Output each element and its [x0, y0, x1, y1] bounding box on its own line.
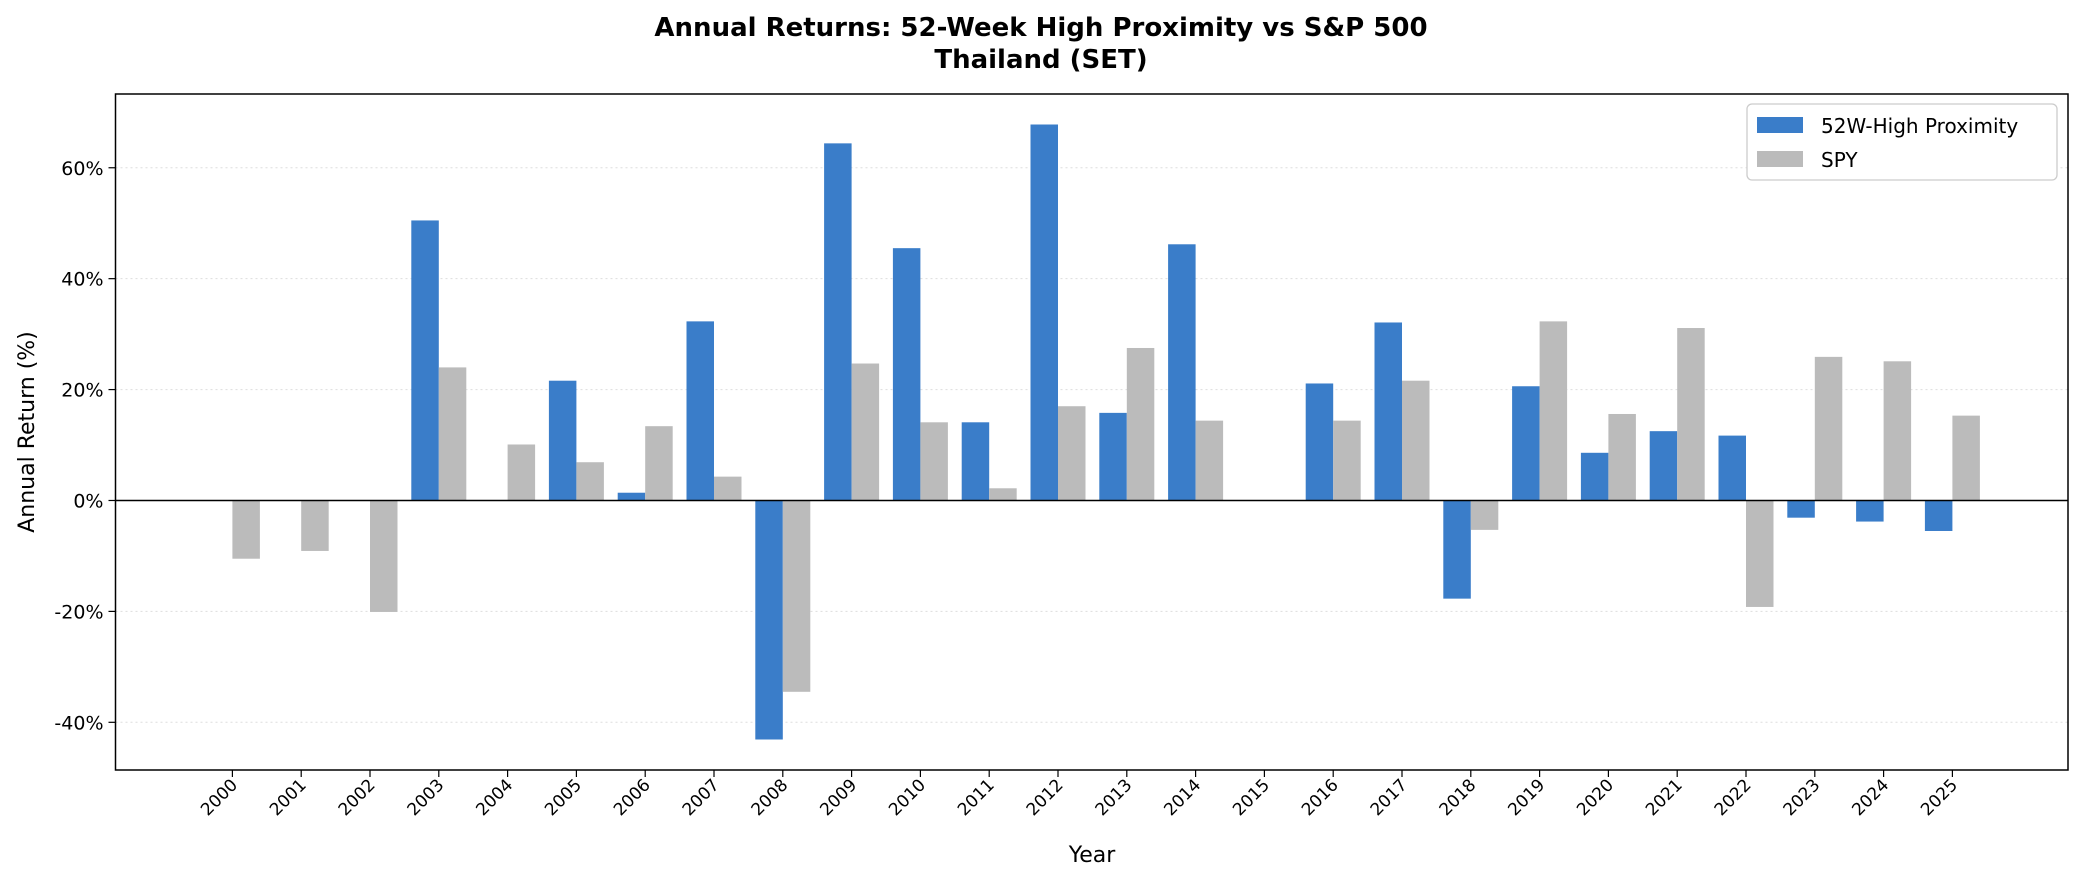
x-tick-label: 2021	[1642, 775, 1687, 820]
grid-lines	[115, 167, 2068, 723]
bar-52w-high-2023	[1787, 500, 1815, 518]
bar-spy-2009	[851, 363, 880, 501]
x-tick-label: 2004	[472, 775, 517, 820]
bar-52w-high-2009	[824, 143, 852, 501]
bar-spy-2014	[1195, 420, 1224, 501]
bar-52w-high-2010	[892, 248, 921, 501]
bar-spy-2013	[1126, 347, 1155, 501]
bar-52w-high-2003	[411, 220, 439, 501]
bar-52w-high-2008	[755, 500, 783, 740]
y-tick-label: -40%	[54, 712, 103, 734]
x-tick-label: 2015	[1229, 775, 1274, 820]
x-tick-label: 2022	[1711, 775, 1756, 820]
bar-spy-2003	[438, 367, 467, 501]
x-tick-label: 2010	[885, 775, 930, 820]
bar-52w-high-2012	[1030, 124, 1058, 501]
bar-spy-2006	[645, 426, 673, 501]
bar-spy-2018	[1470, 500, 1499, 530]
legend: 52W-High Proximity SPY	[1746, 103, 2058, 181]
bar-spy-2012	[1058, 406, 1086, 501]
bar-52w-high-2025	[1924, 500, 1953, 531]
x-tick-label: 2019	[1504, 775, 1549, 820]
x-tick-label: 2001	[266, 775, 311, 820]
bar-52w-high-2018	[1443, 500, 1471, 599]
x-tick-label: 2018	[1436, 775, 1481, 820]
legend-label-spy: SPY	[1821, 148, 1858, 172]
y-axis-label: Annual Return (%)	[15, 331, 40, 533]
bar-spy-2017	[1402, 380, 1430, 501]
bar-spy-2001	[301, 500, 329, 551]
x-tick-label: 2012	[1023, 775, 1068, 820]
x-tick-label: 2014	[1160, 775, 1205, 820]
x-tick-label: 2017	[1367, 775, 1412, 820]
plot-frame	[114, 93, 2069, 771]
x-tick-label: 2023	[1780, 775, 1825, 820]
bar-spy-2000	[232, 500, 260, 559]
bar-spy-2020	[1608, 413, 1636, 501]
bar-52w-high-2020	[1580, 452, 1609, 501]
x-tick-label: 2009	[816, 775, 861, 820]
x-tick-label: 2011	[954, 775, 999, 820]
legend-label-52w-high: 52W-High Proximity	[1821, 114, 2018, 138]
x-tick-label: 2020	[1573, 775, 1618, 820]
x-axis-label: Year	[1068, 843, 1117, 868]
bar-52w-high-2013	[1099, 412, 1127, 501]
x-tick-label: 2005	[541, 775, 586, 820]
bar-spy-2010	[920, 422, 948, 501]
bar-spy-2007	[714, 476, 742, 501]
x-tick-label: 2016	[1298, 775, 1343, 820]
x-tick-label: 2002	[335, 775, 380, 820]
bar-52w-high-2011	[961, 422, 990, 501]
x-tick-label: 2000	[197, 775, 242, 820]
legend-swatch-52w-high	[1757, 117, 1803, 133]
y-tick-label: 20%	[61, 380, 103, 402]
bar-spy-2022	[1746, 500, 1774, 607]
chart-title: Annual Returns: 52-Week High Proximity v…	[654, 13, 1427, 43]
bar-spy-2024	[1883, 361, 1912, 501]
x-tick-label: 2007	[679, 775, 724, 820]
x-tick-label: 2003	[404, 775, 449, 820]
bar-spy-2004	[507, 444, 536, 501]
bar-52w-high-2021	[1649, 431, 1678, 501]
bar-spy-2005	[576, 462, 604, 501]
x-tick-label: 2013	[1092, 775, 1137, 820]
x-axis-ticks: 2000 2001 2002 2003 2004 2005 2006 2007 2008 2009…	[197, 770, 1962, 820]
bar-spy-2016	[1333, 420, 1361, 501]
legend-frame	[1746, 103, 2058, 181]
bars	[232, 124, 1980, 740]
y-tick-label: 40%	[61, 269, 103, 291]
bar-52w-high-2007	[686, 321, 714, 501]
x-tick-label: 2008	[748, 775, 793, 820]
y-tick-label: 60%	[61, 158, 103, 180]
bar-spy-2008	[782, 500, 811, 692]
bar-52w-high-2024	[1856, 500, 1884, 522]
x-tick-label: 2006	[610, 775, 655, 820]
y-tick-label: 0%	[73, 490, 103, 512]
bar-spy-2025	[1952, 415, 1980, 501]
legend-swatch-spy	[1757, 151, 1803, 167]
bar-spy-2019	[1539, 321, 1568, 501]
bar-52w-high-2006	[617, 492, 646, 501]
bar-spy-2021	[1677, 328, 1705, 501]
chart-subtitle: Thailand (SET)	[934, 45, 1147, 75]
x-tick-label: 2024	[1848, 775, 1893, 820]
bar-52w-high-2022	[1718, 435, 1746, 501]
bar-52w-high-2017	[1374, 322, 1402, 501]
bar-52w-high-2014	[1168, 244, 1196, 501]
bar-spy-2011	[989, 488, 1017, 501]
y-axis-ticks: -40% -20% 0% 20% 40% 60%	[54, 158, 116, 734]
bar-52w-high-2016	[1305, 383, 1334, 501]
x-tick-label: 2025	[1917, 775, 1962, 820]
bar-52w-high-2019	[1512, 386, 1540, 501]
y-tick-label: -20%	[54, 601, 103, 623]
bar-spy-2002	[370, 500, 398, 612]
bar-52w-high-2005	[548, 380, 577, 501]
bar-spy-2023	[1814, 356, 1843, 501]
